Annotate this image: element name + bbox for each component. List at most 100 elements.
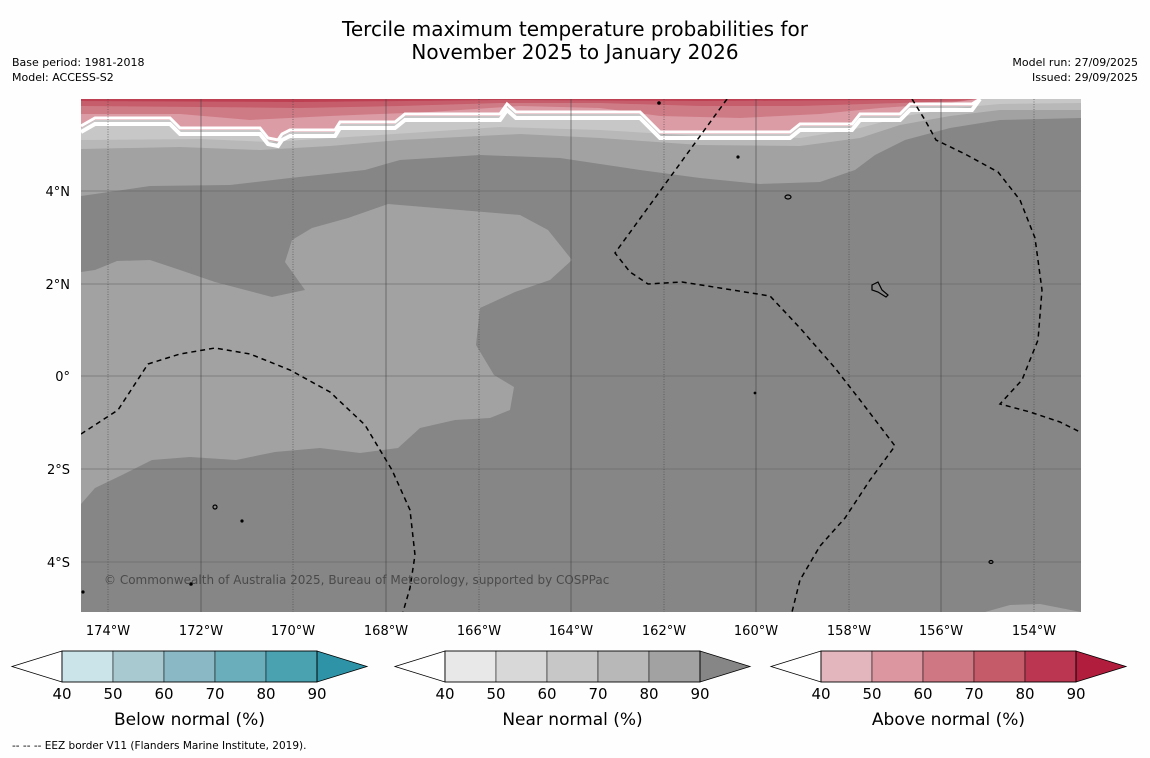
x-axis: 174°W 172°W 170°W 168°W 166°W 164°W 162°W 160°W… <box>86 624 1056 639</box>
y-tick-label: 0° <box>55 370 70 385</box>
legend-tick-label: 70 <box>964 685 983 703</box>
island-dot <box>189 582 193 586</box>
y-tick-label: 2°S <box>47 463 70 478</box>
base-period: Base period: 1981-2018 <box>12 56 145 69</box>
legend-tick-label: 70 <box>205 685 224 703</box>
x-tick-label: 166°W <box>457 624 501 639</box>
above-normal-80-90-band <box>81 99 950 102</box>
copyright-notice: © Commonwealth of Australia 2025, Bureau… <box>104 573 609 587</box>
legend-1: 40 50 60 70 80 90 Below normal (%) <box>10 650 369 730</box>
legend-swatch <box>648 650 701 683</box>
eez-border-central <box>614 99 896 612</box>
legend-tick-label: 80 <box>639 685 658 703</box>
category-boundary-upper <box>81 99 981 142</box>
legend-swatch <box>112 650 165 683</box>
legend-3: 40 50 60 70 80 90 Above normal (%) <box>769 650 1128 730</box>
legend-swatch-high <box>316 650 369 683</box>
island-dot <box>753 391 757 395</box>
legend-tick-label: 70 <box>588 685 607 703</box>
x-tick-label: 164°W <box>549 624 593 639</box>
graticule <box>81 99 1081 612</box>
eez-border-east <box>911 99 1081 433</box>
x-tick-label: 154°W <box>1012 624 1056 639</box>
x-tick-label: 160°W <box>734 624 778 639</box>
y-tick-label: 4°N <box>46 185 71 200</box>
model-run: Model run: 27/09/2025 <box>1012 56 1138 69</box>
legend-tick-label: 50 <box>486 685 505 703</box>
eez-footnote: -- -- -- EEZ border V11 (Flanders Marine… <box>12 740 307 752</box>
legend-swatch-low <box>10 650 63 683</box>
island-outline <box>871 281 889 298</box>
legend-tick-label: 50 <box>103 685 122 703</box>
legend-tick-label: 90 <box>690 685 709 703</box>
legend-tick-label: 40 <box>811 685 830 703</box>
map-area[interactable]: © Commonwealth of Australia 2025, Bureau… <box>81 99 1081 612</box>
category-boundary <box>81 99 982 149</box>
y-tick-label: 2°N <box>46 278 71 293</box>
legend-swatch-low <box>393 650 446 683</box>
legend-swatch <box>820 650 873 683</box>
legend-swatch <box>163 650 216 683</box>
title-line-1: Tercile maximum temperature probabilitie… <box>342 17 808 41</box>
legend-tick-label: 40 <box>435 685 454 703</box>
legend-swatch <box>597 650 650 683</box>
legend-tick-label: 60 <box>154 685 173 703</box>
near-normal-70-80-south-patch <box>985 604 1081 612</box>
x-tick-label: 174°W <box>86 624 130 639</box>
legends: 40 50 60 70 80 90 Below normal (%) 40 50 60 70 80 90… <box>10 650 1128 730</box>
x-tick-label: 168°W <box>364 624 408 639</box>
legend-tick-label: 90 <box>307 685 326 703</box>
legend-tick-label: 40 <box>52 685 71 703</box>
meta-right: Model run: 27/09/2025 Issued: 29/09/2025 <box>1012 55 1138 85</box>
islands <box>81 101 994 594</box>
y-axis: 4°N 2°N 0° 2°S 4°S <box>46 185 71 571</box>
x-tick-label: 158°W <box>827 624 871 639</box>
island-outline <box>784 194 792 200</box>
legend-tick-label: 80 <box>1015 685 1034 703</box>
legend-swatch <box>922 650 975 683</box>
x-tick-label: 156°W <box>919 624 963 639</box>
legend-swatch <box>61 650 114 683</box>
legend-swatch <box>214 650 267 683</box>
legend-tick-label: 90 <box>1066 685 1085 703</box>
x-tick-label: 162°W <box>642 624 686 639</box>
legend-outline <box>820 650 1077 683</box>
legend-tick-label: 60 <box>537 685 556 703</box>
island-dot <box>657 101 661 105</box>
legend-swatch <box>1024 650 1077 683</box>
title-line-2: November 2025 to January 2026 <box>411 40 739 64</box>
legend-2: 40 50 60 70 80 90 Near normal (%) <box>393 650 752 730</box>
island-dot <box>240 519 244 523</box>
y-tick-label: 4°S <box>47 556 70 571</box>
chart-title: Tercile maximum temperature probabilitie… <box>0 18 1150 64</box>
x-tick-label: 170°W <box>271 624 315 639</box>
x-tick-label: 172°W <box>179 624 223 639</box>
meta-left: Base period: 1981-2018 Model: ACCESS-S2 <box>12 55 144 85</box>
legend-swatch <box>973 650 1026 683</box>
legend-outline <box>444 650 701 683</box>
legend-outline <box>61 650 318 683</box>
legend-swatch-low <box>769 650 822 683</box>
legend-tick-label: 60 <box>913 685 932 703</box>
eez-borders <box>81 99 1081 612</box>
near-normal-70-80-west-region <box>81 204 572 504</box>
legend-swatch <box>871 650 924 683</box>
legend-tick-label: 50 <box>862 685 881 703</box>
legend-title: Above normal (%) <box>872 710 1025 730</box>
model-name: Model: ACCESS-S2 <box>12 71 114 84</box>
legend-title: Near normal (%) <box>502 710 642 730</box>
legend-tick-label: 80 <box>256 685 275 703</box>
legend-swatch-high <box>1075 650 1128 683</box>
island-outline <box>212 504 218 510</box>
legend-swatch <box>495 650 548 683</box>
legend-title: Below normal (%) <box>114 710 265 730</box>
island-dot <box>736 155 740 159</box>
legend-swatch <box>444 650 497 683</box>
legend-swatch-high <box>699 650 752 683</box>
legend-swatch <box>546 650 599 683</box>
island-outline <box>988 559 994 565</box>
legend-swatch <box>265 650 318 683</box>
issued-date: Issued: 29/09/2025 <box>1031 71 1138 84</box>
island-dot <box>81 590 85 594</box>
